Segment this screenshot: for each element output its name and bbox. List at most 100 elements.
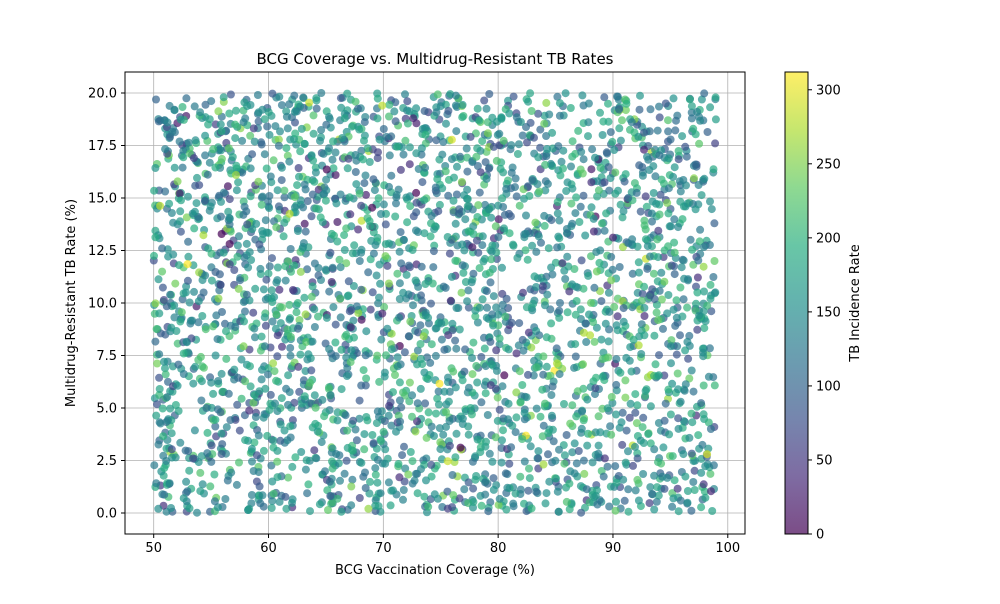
scatter-point xyxy=(373,478,382,487)
scatter-point xyxy=(699,352,708,361)
scatter-point xyxy=(536,412,545,421)
scatter-point xyxy=(385,100,394,109)
scatter-point xyxy=(280,218,289,227)
scatter-point xyxy=(269,436,278,445)
scatter-point xyxy=(598,219,606,228)
scatter-point xyxy=(241,114,250,123)
scatter-point xyxy=(688,245,697,254)
scatter-point xyxy=(405,397,414,406)
scatter-point xyxy=(687,409,696,418)
scatter-point xyxy=(160,490,169,499)
scatter-point xyxy=(711,93,720,102)
scatter-point xyxy=(161,370,170,379)
scatter-point xyxy=(691,205,700,214)
scatter-point xyxy=(191,136,200,145)
scatter-point xyxy=(395,279,404,288)
scatter-point xyxy=(412,149,421,158)
x-tick-label: 100 xyxy=(715,541,740,556)
scatter-point xyxy=(706,197,714,206)
scatter-point xyxy=(678,215,687,224)
scatter-point xyxy=(403,218,412,227)
scatter-point xyxy=(676,197,685,206)
scatter-point xyxy=(154,275,163,284)
scatter-point xyxy=(265,204,274,212)
scatter-point xyxy=(492,346,501,355)
scatter-point xyxy=(521,229,530,238)
scatter-point xyxy=(378,309,387,318)
scatter-point xyxy=(328,464,337,473)
scatter-point xyxy=(681,380,690,389)
scatter-point xyxy=(542,132,551,140)
scatter-point xyxy=(446,296,455,305)
scatter-point xyxy=(382,132,391,141)
scatter-point xyxy=(390,107,399,116)
scatter-point xyxy=(224,389,233,398)
scatter-point xyxy=(669,305,678,314)
scatter-point xyxy=(197,377,206,386)
scatter-point xyxy=(701,493,710,502)
scatter-point xyxy=(374,148,382,157)
scatter-point xyxy=(150,186,159,195)
scatter-point xyxy=(293,324,302,333)
scatter-point xyxy=(507,168,516,177)
scatter-point xyxy=(176,227,185,236)
scatter-point xyxy=(553,198,562,206)
scatter-point xyxy=(637,320,646,329)
scatter-point xyxy=(473,378,482,387)
scatter-point xyxy=(593,177,602,186)
scatter-point xyxy=(543,290,552,299)
scatter-point xyxy=(683,498,692,507)
scatter-point xyxy=(426,232,435,241)
scatter-point xyxy=(232,106,240,115)
scatter-point xyxy=(476,448,485,457)
scatter-point xyxy=(207,276,216,285)
scatter-point xyxy=(674,414,683,423)
scatter-point xyxy=(699,480,708,489)
scatter-point xyxy=(616,200,625,209)
scatter-point xyxy=(297,448,306,456)
scatter-point xyxy=(488,310,497,319)
scatter-point xyxy=(489,321,498,330)
scatter-point xyxy=(380,368,389,377)
colorbar-tick-label: 250 xyxy=(816,157,841,172)
scatter-point xyxy=(474,248,483,257)
scatter-point xyxy=(619,207,628,216)
scatter-point xyxy=(711,139,720,148)
scatter-point xyxy=(633,475,642,484)
scatter-point xyxy=(534,454,543,463)
scatter-point xyxy=(251,413,260,421)
scatter-point xyxy=(368,431,377,439)
scatter-point xyxy=(313,427,322,436)
scatter-point xyxy=(555,306,564,315)
scatter-point xyxy=(579,328,588,337)
scatter-point xyxy=(604,288,613,297)
scatter-point xyxy=(337,507,346,516)
scatter-point xyxy=(689,124,698,133)
scatter-point xyxy=(568,280,577,289)
scatter-point xyxy=(591,153,599,162)
scatter-point xyxy=(460,367,469,376)
scatter-point xyxy=(181,288,190,297)
scatter-point xyxy=(674,385,683,394)
scatter-point xyxy=(641,225,650,234)
scatter-point xyxy=(472,362,481,370)
scatter-point xyxy=(277,176,286,185)
scatter-point xyxy=(442,400,451,409)
scatter-point xyxy=(631,486,640,495)
scatter-point xyxy=(492,366,501,375)
scatter-point xyxy=(155,309,164,318)
scatter-point xyxy=(512,349,521,358)
scatter-point xyxy=(480,381,489,390)
scatter-point xyxy=(417,465,425,474)
scatter-point xyxy=(451,219,460,228)
scatter-point xyxy=(246,192,255,201)
scatter-point xyxy=(209,322,217,331)
scatter-point xyxy=(690,174,698,183)
scatter-point xyxy=(621,393,630,402)
scatter-point xyxy=(222,423,231,432)
scatter-point xyxy=(466,404,475,412)
scatter-point xyxy=(362,190,370,199)
scatter-point xyxy=(708,507,717,515)
scatter-point xyxy=(290,261,299,270)
scatter-point xyxy=(413,346,422,355)
